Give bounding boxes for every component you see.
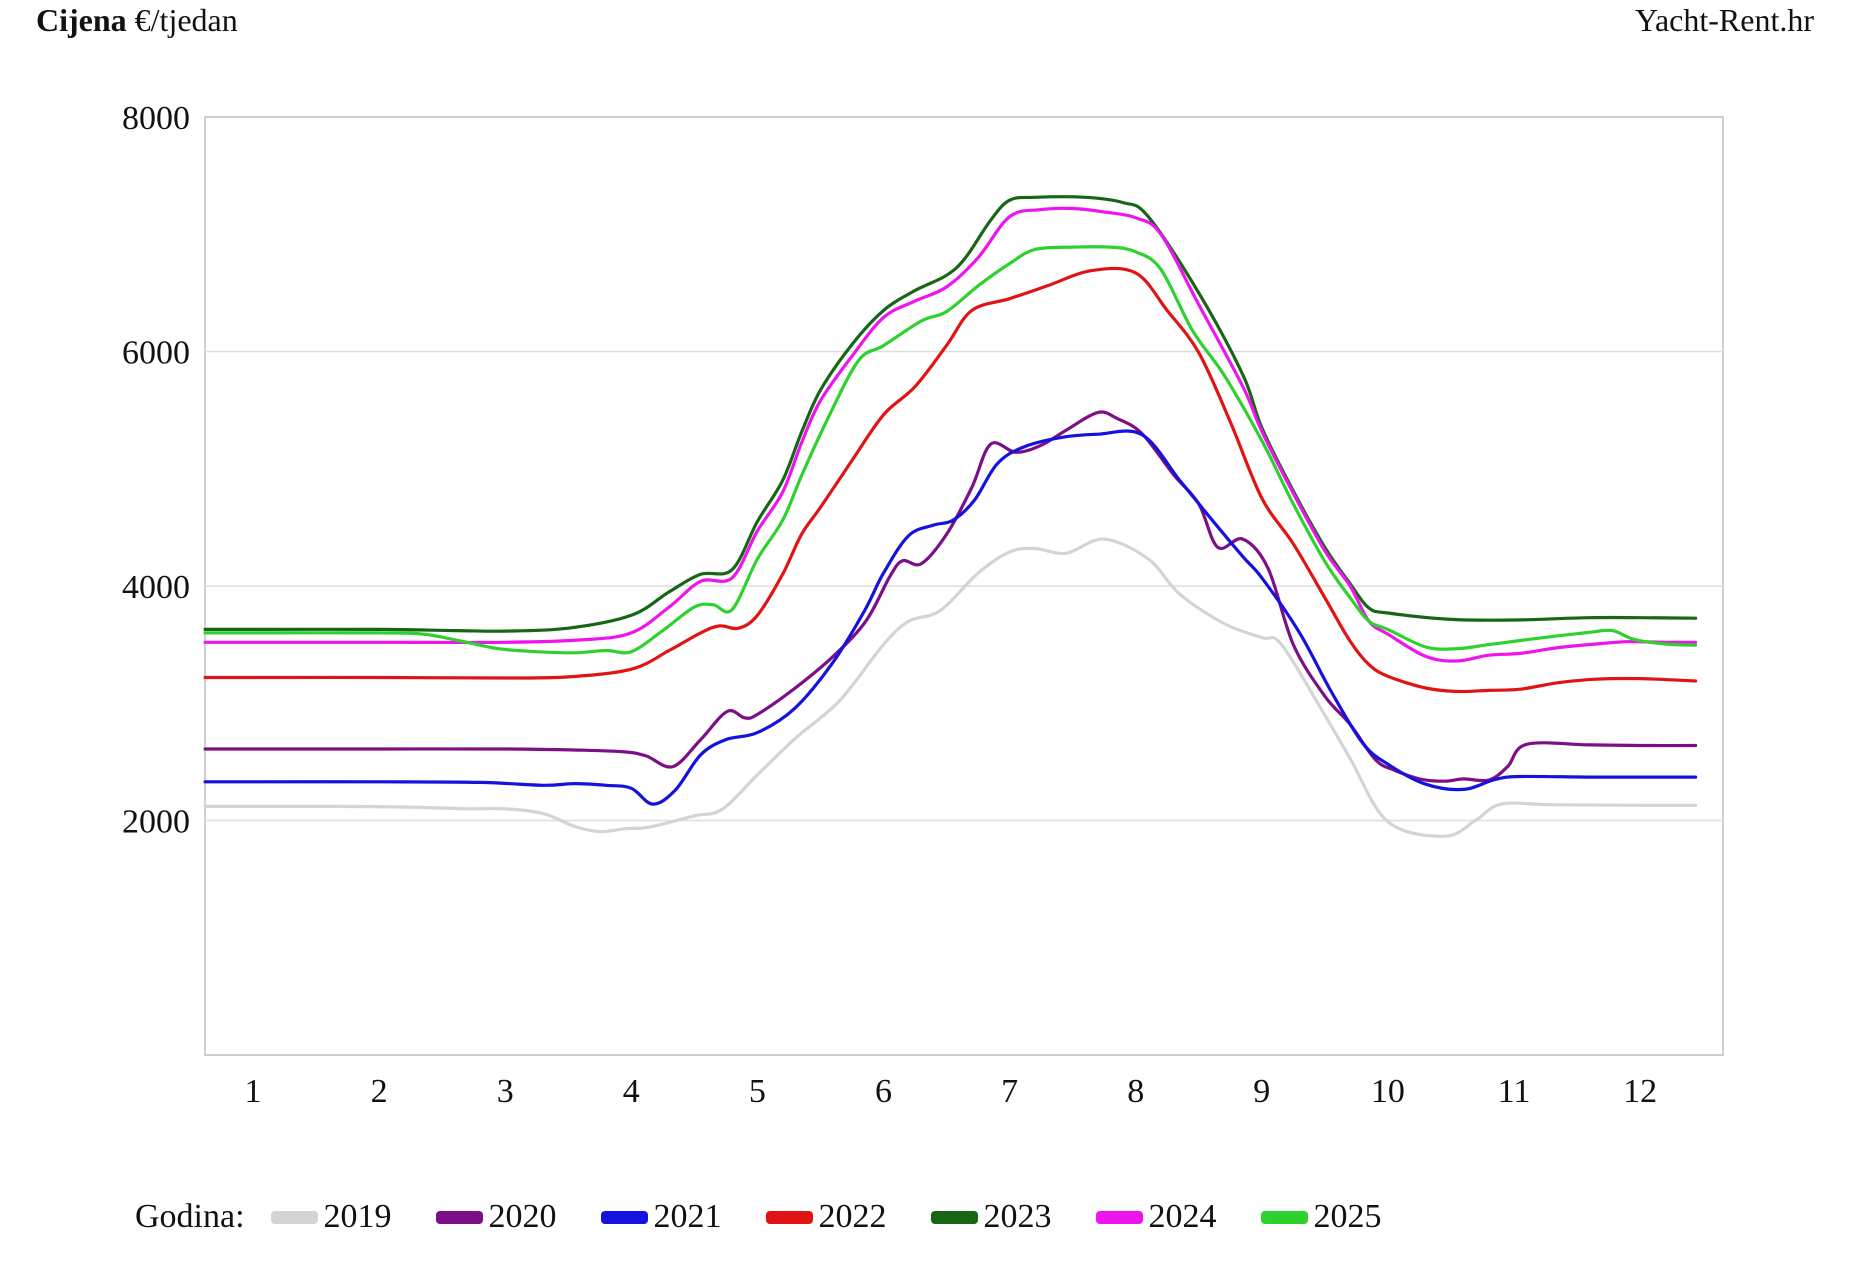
x-tick-label: 6 <box>875 1073 892 1110</box>
x-tick-label: 1 <box>245 1073 262 1110</box>
legend-label-2023: 2023 <box>983 1198 1052 1235</box>
chart-legend: Godina: 2019 2020 2021 2022 2023 2024 2025 <box>135 1198 1426 1236</box>
legend-item-2023: 2023 <box>930 1198 1052 1236</box>
y-tick-label: 2000 <box>122 804 190 841</box>
x-tick-label: 12 <box>1623 1073 1657 1110</box>
y-tick-label: 4000 <box>122 569 190 606</box>
legend-label-2025: 2025 <box>1313 1198 1382 1235</box>
legend-swatch-2022 <box>765 1210 813 1224</box>
x-tick-label: 8 <box>1127 1073 1144 1110</box>
brand-label: Yacht-Rent.hr <box>1635 2 1814 38</box>
series-line-2023 <box>203 195 1698 633</box>
legend-swatch-2025 <box>1260 1210 1308 1224</box>
legend-swatch-2024 <box>1095 1210 1143 1224</box>
legend-swatch-2021 <box>600 1210 648 1224</box>
legend-items: 2019 2020 2021 2022 2023 2024 2025 <box>270 1198 1426 1236</box>
legend-swatch-2019 <box>270 1210 318 1224</box>
x-tick-label: 5 <box>749 1073 766 1110</box>
x-tick-label: 10 <box>1371 1073 1405 1110</box>
x-tick-label: 4 <box>623 1073 640 1110</box>
legend-label-2021: 2021 <box>653 1198 722 1235</box>
series-line-2025 <box>203 245 1698 655</box>
legend-item-2024: 2024 <box>1095 1198 1217 1236</box>
legend-swatch-2023 <box>930 1210 978 1224</box>
y-tick-label: 8000 <box>122 100 190 137</box>
series-line-2019 <box>203 537 1698 838</box>
y-tick-label: 6000 <box>122 335 190 372</box>
series-line-2021 <box>203 429 1698 806</box>
legend-label-2020: 2020 <box>488 1198 557 1235</box>
legend-item-2019: 2019 <box>270 1198 392 1236</box>
x-tick-label: 11 <box>1498 1073 1531 1110</box>
series-line-2022 <box>203 266 1698 694</box>
legend-item-2020: 2020 <box>435 1198 557 1236</box>
x-tick-label: 3 <box>497 1073 514 1110</box>
series-line-2020 <box>203 410 1698 783</box>
x-tick-label: 2 <box>371 1073 388 1110</box>
legend-swatch-2020 <box>435 1210 483 1224</box>
chart-title-unit: €/tjedan <box>134 2 238 38</box>
legend-label-2019: 2019 <box>323 1198 392 1235</box>
series-line-2024 <box>203 206 1698 663</box>
x-tick-label: 7 <box>1001 1073 1018 1110</box>
chart-title-bold: Cijena <box>36 2 127 38</box>
x-tick-label: 9 <box>1253 1073 1270 1110</box>
legend-title: Godina: <box>135 1198 245 1235</box>
chart-title: Cijena €/tjedan <box>36 2 238 39</box>
legend-label-2022: 2022 <box>818 1198 887 1235</box>
legend-item-2021: 2021 <box>600 1198 722 1236</box>
legend-label-2024: 2024 <box>1148 1198 1217 1235</box>
legend-item-2025: 2025 <box>1260 1198 1382 1236</box>
legend-item-2022: 2022 <box>765 1198 887 1236</box>
